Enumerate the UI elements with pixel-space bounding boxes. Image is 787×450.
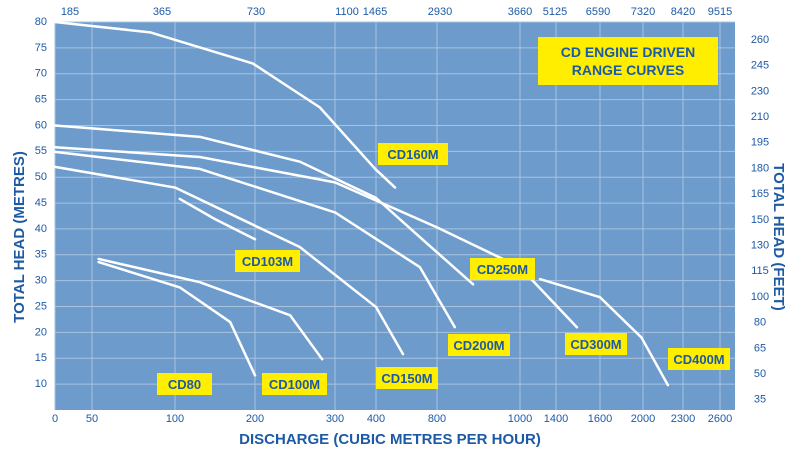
y2-tick-label: 100 (751, 291, 769, 303)
chart-title: CD ENGINE DRIVEN RANGE CURVES (538, 37, 718, 85)
y-tick-label: 50 (35, 171, 47, 183)
x-tick-label: 1600 (588, 413, 612, 425)
x2-tick-label: 730 (247, 6, 265, 18)
y-tick-label: 65 (35, 94, 47, 106)
curve-label: CD103M (235, 250, 300, 272)
curve-label: CD400M (668, 348, 730, 370)
x-axis-label: DISCHARGE (CUBIC METRES PER HOUR) (239, 431, 541, 448)
y2-tick-label: 260 (751, 34, 769, 46)
y2-tick-label: 195 (751, 137, 769, 149)
x-tick-label: 1400 (544, 413, 568, 425)
y-tick-label: 55 (35, 145, 47, 157)
x2-tick-label: 6590 (586, 6, 610, 18)
x2-tick-label: 8420 (671, 6, 695, 18)
y2-axis-label: TOTAL HEAD (FEET) (770, 163, 787, 311)
curve-label: CD250M (470, 258, 535, 280)
curve-label: CD150M (376, 367, 438, 389)
y-tick-label: 60 (35, 119, 47, 131)
x-tick-label: 0 (52, 413, 58, 425)
range-curve (97, 257, 324, 361)
y-tick-label: 45 (35, 197, 47, 209)
y2-tick-label: 245 (751, 60, 769, 72)
y2-tick-label: 230 (751, 85, 769, 97)
x2-tick-label: 5125 (543, 6, 567, 18)
x-tick-label: 200 (246, 413, 264, 425)
y-tick-label: 25 (35, 300, 47, 312)
y-tick-label: 75 (35, 42, 47, 54)
curve-label: CD100M (262, 373, 327, 395)
x2-tick-label: 7320 (631, 6, 655, 18)
curve-label: CD80 (157, 373, 212, 395)
y-tick-label: 15 (35, 352, 47, 364)
range-curve (53, 20, 397, 189)
x2-tick-label: 9515 (708, 6, 732, 18)
x2-tick-label: 1465 (363, 6, 387, 18)
x-tick-label: 300 (326, 413, 344, 425)
y2-tick-label: 65 (754, 342, 766, 354)
x2-tick-label: 1100 (335, 6, 359, 18)
x-tick-label: 2000 (631, 413, 655, 425)
range-curve (97, 260, 257, 377)
y-tick-label: 40 (35, 223, 47, 235)
y2-tick-label: 180 (751, 162, 769, 174)
x2-tick-label: 365 (153, 6, 171, 18)
y2-tick-label: 35 (754, 394, 766, 406)
y-tick-label: 70 (35, 68, 47, 80)
curve-label: CD200M (448, 334, 510, 356)
range-curve (53, 165, 405, 356)
x-tick-label: 2300 (671, 413, 695, 425)
x2-tick-label: 2930 (428, 6, 452, 18)
range-curve (53, 150, 457, 329)
y2-tick-label: 50 (754, 368, 766, 380)
y-axis-label: TOTAL HEAD (METRES) (11, 151, 28, 323)
y-tick-label: 35 (35, 249, 47, 261)
x-tick-label: 2600 (708, 413, 732, 425)
x-tick-label: 100 (166, 413, 184, 425)
x-tick-label: 1000 (508, 413, 532, 425)
x-tick-label: 400 (367, 413, 385, 425)
curve-label: CD160M (378, 143, 448, 165)
curve-label: CD300M (565, 333, 627, 355)
y2-tick-label: 130 (751, 240, 769, 252)
y2-tick-label: 115 (751, 265, 769, 277)
range-curve (538, 277, 670, 387)
y2-tick-label: 165 (751, 188, 769, 200)
y-tick-label: 10 (35, 378, 47, 390)
x-tick-label: 800 (428, 413, 446, 425)
x2-tick-label: 3660 (508, 6, 532, 18)
x2-tick-label: 185 (61, 6, 79, 18)
x-tick-label: 50 (86, 413, 98, 425)
y-tick-label: 80 (35, 16, 47, 28)
range-curve (53, 124, 475, 286)
y-tick-label: 30 (35, 275, 47, 287)
y-tick-label: 20 (35, 326, 47, 338)
y2-tick-label: 150 (751, 214, 769, 226)
range-curve (178, 197, 257, 241)
y2-tick-label: 210 (751, 111, 769, 123)
y2-tick-label: 80 (754, 317, 766, 329)
